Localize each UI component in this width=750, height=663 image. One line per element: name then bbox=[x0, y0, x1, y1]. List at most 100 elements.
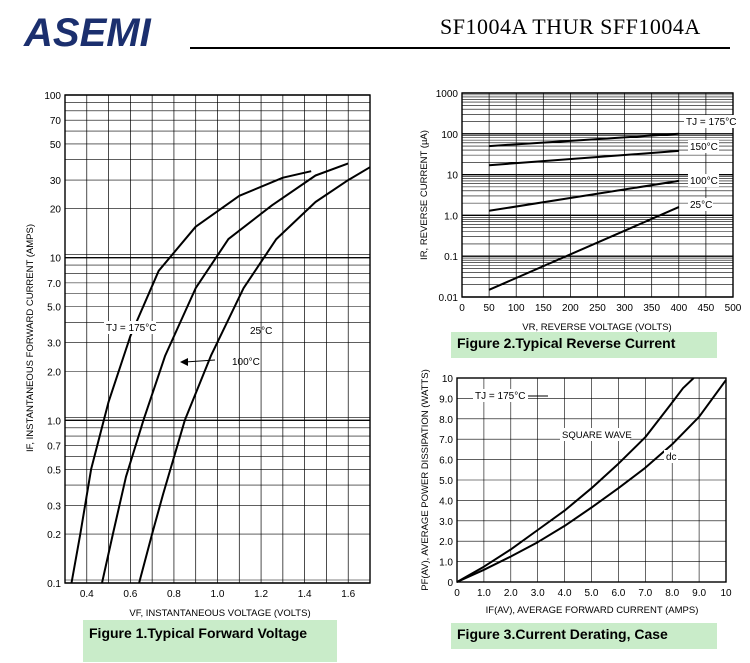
x-tick-label: 9.0 bbox=[692, 588, 706, 599]
x-tick-label: 200 bbox=[562, 303, 579, 314]
annotation-100c: 100°C bbox=[232, 357, 260, 368]
annotation-bg bbox=[664, 450, 678, 463]
x-tick-label: 3.0 bbox=[531, 588, 545, 599]
y-tick-label: 0 bbox=[447, 578, 453, 589]
x-tick-label: 500 bbox=[725, 303, 742, 314]
y-tick-label: 1000 bbox=[436, 89, 459, 100]
y-tick-label: 0.7 bbox=[47, 442, 61, 453]
y-tick-label: 4.0 bbox=[439, 496, 453, 507]
series-group bbox=[488, 132, 680, 291]
x-axis-label: IF(AV), AVERAGE FORWARD CURRENT (AMPS) bbox=[486, 605, 699, 616]
x-tick-label: 450 bbox=[698, 303, 715, 314]
x-axis-label: VF, INSTANTANEOUS VOLTAGE (VOLTS) bbox=[129, 608, 310, 619]
x-tick-label: 7.0 bbox=[638, 588, 652, 599]
y-tick-label: 8.0 bbox=[439, 415, 453, 426]
figure-3-chart: 0 1.0 2.0 3.0 4.0 5.0 6.0 7.0 8.0 9.0 10 0 1.0 2.0 3.0… bbox=[420, 369, 732, 616]
x-tick-label: 1.2 bbox=[254, 589, 268, 600]
annotation-bg bbox=[688, 198, 713, 211]
y-tick-label: 10 bbox=[447, 171, 459, 182]
x-tick-label: 400 bbox=[670, 303, 687, 314]
figure-2-chart: 0 50 100 150 200 250 300 350 400 450 500 0.01 0.1 1.0… bbox=[419, 89, 746, 333]
figure-2-caption: Figure 2.Typical Reverse Current bbox=[451, 332, 717, 358]
plot-frame bbox=[64, 94, 371, 584]
y-tick-label: 0.1 bbox=[47, 579, 61, 590]
part-title: SF1004A THUR SFF1004A bbox=[440, 14, 701, 39]
annotation-square-wave: SQUARE WAVE bbox=[562, 430, 632, 441]
x-tick-label: 1.6 bbox=[341, 589, 355, 600]
annotation-bg bbox=[104, 321, 156, 334]
y-axis-label: PF(AV), AVERAGE POWER DISSIPATION (WATTS… bbox=[420, 369, 431, 591]
x-tick-label: 0.8 bbox=[167, 589, 181, 600]
annotation-temp: 25°C bbox=[690, 200, 712, 211]
asemi-logo: ASEMI bbox=[23, 12, 152, 52]
x-tick-label: 300 bbox=[616, 303, 633, 314]
y-tick-label: 10 bbox=[442, 374, 454, 385]
annotation-arrowhead bbox=[180, 358, 188, 366]
x-tick-label: 1.0 bbox=[211, 589, 225, 600]
y-axis-label: IF, INSTANTANEOUS FORWARD CURRENT (AMPS) bbox=[25, 224, 36, 452]
figure-3-caption: Figure 3.Current Derating, Case bbox=[451, 623, 717, 649]
annotation-bg bbox=[688, 140, 719, 153]
x-tick-label: 350 bbox=[643, 303, 660, 314]
y-tick-label: 70 bbox=[50, 116, 62, 127]
x-tick-label: 5.0 bbox=[585, 588, 599, 599]
series-line bbox=[489, 149, 679, 167]
title-rule bbox=[190, 47, 730, 49]
y-tick-label: 3.0 bbox=[439, 517, 453, 528]
series-line bbox=[138, 166, 371, 584]
y-tick-label: 0.2 bbox=[47, 530, 61, 541]
annotation-25c: 25°C bbox=[250, 326, 272, 337]
y-tick-label: 1.0 bbox=[444, 211, 458, 222]
series-line bbox=[70, 170, 312, 584]
annotation-tj-175: TJ = 175°C bbox=[475, 391, 525, 402]
y-tick-label: 10 bbox=[50, 254, 62, 265]
x-tick-label: 150 bbox=[535, 303, 552, 314]
y-tick-label: 20 bbox=[50, 205, 62, 216]
y-tick-label: 7.0 bbox=[47, 279, 61, 290]
annotation-temp: 100°C bbox=[690, 176, 718, 187]
series-group bbox=[70, 162, 371, 584]
x-tick-label: 0.6 bbox=[123, 589, 137, 600]
plot-frame bbox=[461, 92, 734, 298]
x-tick-label: 2.0 bbox=[504, 588, 518, 599]
annotation-bg bbox=[688, 174, 719, 187]
y-axis-label: IR, REVERSE CURRENT (µA) bbox=[419, 130, 430, 260]
x-tick-label: 100 bbox=[508, 303, 525, 314]
series-line bbox=[488, 206, 680, 291]
y-tick-label: 1.0 bbox=[47, 416, 61, 427]
grid-lines bbox=[456, 377, 727, 583]
x-tick-label: 10 bbox=[720, 588, 732, 599]
x-tick-label: 6.0 bbox=[611, 588, 625, 599]
grid-lines bbox=[64, 94, 371, 584]
y-tick-label: 0.1 bbox=[444, 252, 458, 263]
series-line bbox=[456, 379, 727, 583]
figure-1-caption: Figure 1.Typical Forward Voltage bbox=[83, 620, 337, 662]
series-line bbox=[489, 132, 679, 148]
x-tick-label: 1.0 bbox=[477, 588, 491, 599]
series-line bbox=[101, 162, 349, 584]
y-tick-label: 30 bbox=[50, 176, 62, 187]
annotation-arrow bbox=[184, 359, 216, 363]
x-tick-label: 250 bbox=[589, 303, 606, 314]
y-tick-label: 5.0 bbox=[47, 303, 61, 314]
annotation-temp: 150°C bbox=[690, 142, 718, 153]
y-tick-label: 100 bbox=[44, 91, 61, 102]
y-tick-label: 0.5 bbox=[47, 465, 61, 476]
series-line bbox=[488, 179, 679, 212]
annotation-tj-175: TJ = 175°C bbox=[106, 323, 156, 334]
annotation-dc: dc bbox=[666, 452, 677, 463]
annotation-bg bbox=[473, 389, 528, 402]
annotation-bg bbox=[560, 428, 630, 441]
y-tick-label: 2.0 bbox=[439, 537, 453, 548]
x-tick-label: 0.4 bbox=[80, 589, 94, 600]
x-tick-label: 4.0 bbox=[558, 588, 572, 599]
y-tick-label: 50 bbox=[50, 140, 62, 151]
x-tick-label: 0 bbox=[454, 588, 460, 599]
annotation-bg bbox=[684, 115, 746, 128]
y-tick-label: 6.0 bbox=[439, 456, 453, 467]
x-axis-label: VR, REVERSE VOLTAGE (VOLTS) bbox=[522, 322, 671, 333]
tick-labels: 0.4 0.6 0.8 1.0 1.2 1.4 1.6 0.1 0.2 0.3 0.5 0.7 1.0 2… bbox=[44, 91, 355, 600]
x-tick-label: 8.0 bbox=[665, 588, 679, 599]
brand-logo-text: ASEMI bbox=[23, 12, 152, 52]
